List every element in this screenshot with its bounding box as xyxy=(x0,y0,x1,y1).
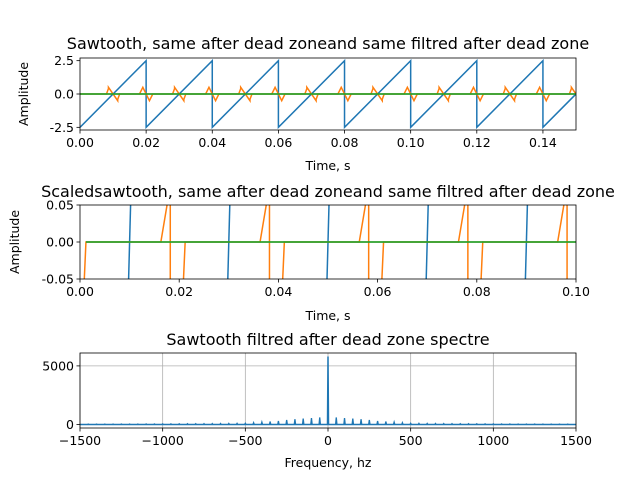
subplot-2: Scaledsawtooth, same after dead zoneand … xyxy=(7,182,615,323)
series-spectrum-harmonic xyxy=(475,422,478,425)
subplot-2-xtick-label: 0.08 xyxy=(463,284,491,299)
series-spectrum-harmonic xyxy=(351,418,355,425)
subplot-3-xtick-label: −500 xyxy=(228,433,262,448)
subplot-1-xtick-label: 0.14 xyxy=(529,135,557,150)
subplot-1-ytick-label: 0.0 xyxy=(54,87,74,102)
series-spectrum-harmonic xyxy=(153,423,156,425)
subplot-2-title: Scaledsawtooth, same after dead zoneand … xyxy=(41,182,615,201)
series-spectrum-harmonic xyxy=(169,422,173,425)
series-spectrum-harmonic xyxy=(384,421,388,425)
series-spectrum-harmonic xyxy=(161,423,164,425)
series-spectrum-harmonic xyxy=(392,419,396,425)
series-spectrum-harmonic xyxy=(145,423,148,425)
subplot-1-xtick-label: 0.10 xyxy=(397,135,425,150)
series-spectrum-harmonic xyxy=(211,422,214,425)
subplot-2-ytick-label: 0.05 xyxy=(46,198,74,213)
series-spectrum-harmonic xyxy=(194,422,197,425)
subplot-3-xlabel: Frequency, hz xyxy=(284,455,371,470)
subplot-1-ytick-label: -2.5 xyxy=(50,120,74,135)
series-spectrum-harmonic xyxy=(252,420,255,425)
subplot-2-xlabel: Time, s xyxy=(304,308,350,323)
series-spectrum-harmonic xyxy=(244,421,247,425)
series-spectrum-harmonic xyxy=(227,422,231,425)
subplot-1: Sawtooth, same after dead zoneand same f… xyxy=(16,34,589,173)
subplot-1-xtick-label: 0.08 xyxy=(331,135,359,150)
subplot-3: Sawtooth filtred after dead zone spectre… xyxy=(42,330,592,470)
series-spectrum-harmonic xyxy=(368,419,371,425)
subplot-3-xtick-label: −1500 xyxy=(59,433,101,448)
series-spectrum-harmonic xyxy=(310,417,313,425)
subplot-3-xtick-label: −1000 xyxy=(142,433,184,448)
series-spectrum-harmonic xyxy=(467,422,470,425)
subplot-2-xtick-label: 0.04 xyxy=(264,284,292,299)
series-spectrum-harmonic xyxy=(277,420,280,425)
subplot-2-ytick-label: -0.05 xyxy=(42,272,74,287)
series-spectrum-harmonic xyxy=(334,417,338,425)
series-spectrum-harmonic xyxy=(483,422,487,425)
subplot-3-title: Sawtooth filtred after dead zone spectre xyxy=(166,330,489,349)
series-spectrum-harmonic xyxy=(409,421,412,425)
subplot-3-xtick-label: 1000 xyxy=(477,433,509,448)
series-spectrum-harmonic xyxy=(401,420,404,425)
subplot-3-xtick-label: 0 xyxy=(324,433,332,448)
series-spectrum-harmonic xyxy=(285,419,288,425)
series-spectrum-harmonic xyxy=(186,422,189,425)
subplot-3-xtick-label: 500 xyxy=(399,433,423,448)
subplot-2-ytick-label: 0.00 xyxy=(46,235,74,250)
series-spectrum-dc xyxy=(326,356,330,425)
subplot-1-ylabel: Amplitude xyxy=(16,62,31,126)
series-spectrum-harmonic xyxy=(235,422,239,425)
series-spectrum-harmonic xyxy=(202,422,206,425)
series-spectrum-harmonic xyxy=(219,422,222,425)
subplot-3-ytick-label: 5000 xyxy=(42,358,74,373)
subplot-3-ytick-label: 0 xyxy=(66,417,74,432)
subplot-1-title: Sawtooth, same after dead zoneand same f… xyxy=(67,34,589,53)
series-spectrum-harmonic xyxy=(376,420,379,425)
series-spectrum-harmonic xyxy=(359,419,363,425)
subplot-1-ytick-label: 2.5 xyxy=(54,53,74,68)
subplot-3-xtick-label: 1500 xyxy=(560,433,592,448)
series-spectrum-harmonic xyxy=(459,422,462,425)
subplot-1-xtick-label: 0.12 xyxy=(463,135,491,150)
subplot-2-xtick-label: 0.00 xyxy=(66,284,94,299)
series-spectrum-harmonic xyxy=(450,422,454,425)
subplot-1-xtick-label: 0.06 xyxy=(264,135,292,150)
subplot-2-xtick-label: 0.02 xyxy=(165,284,193,299)
subplot-1-xtick-label: 0.02 xyxy=(132,135,160,150)
series-spectrum-harmonic xyxy=(434,422,437,425)
series-spectrum-harmonic xyxy=(500,423,503,425)
series-spectrum-harmonic xyxy=(178,422,181,425)
series-spectrum-harmonic xyxy=(442,422,445,425)
subplot-1-xtick-label: 0.04 xyxy=(198,135,226,150)
series-spectrum-harmonic xyxy=(425,422,429,425)
series-spectrum-harmonic xyxy=(293,419,297,425)
series-spectrum-harmonic xyxy=(343,417,346,425)
series-spectrum-harmonic xyxy=(318,417,322,425)
series-spectrum-harmonic xyxy=(492,423,495,425)
series-spectrum-harmonic xyxy=(260,419,264,425)
subplot-2-xtick-label: 0.10 xyxy=(562,284,590,299)
subplot-2-ylabel: Amplitude xyxy=(7,210,22,274)
subplot-2-xtick-label: 0.06 xyxy=(364,284,392,299)
subplot-1-xtick-label: 0.00 xyxy=(66,135,94,150)
series-dead-zone xyxy=(80,84,576,104)
series-spectrum-harmonic xyxy=(301,418,305,425)
series-spectrum-harmonic xyxy=(508,423,511,425)
series-spectrum-harmonic xyxy=(417,422,421,425)
subplot-1-xlabel: Time, s xyxy=(304,158,350,173)
series-spectrum-harmonic xyxy=(268,421,272,425)
